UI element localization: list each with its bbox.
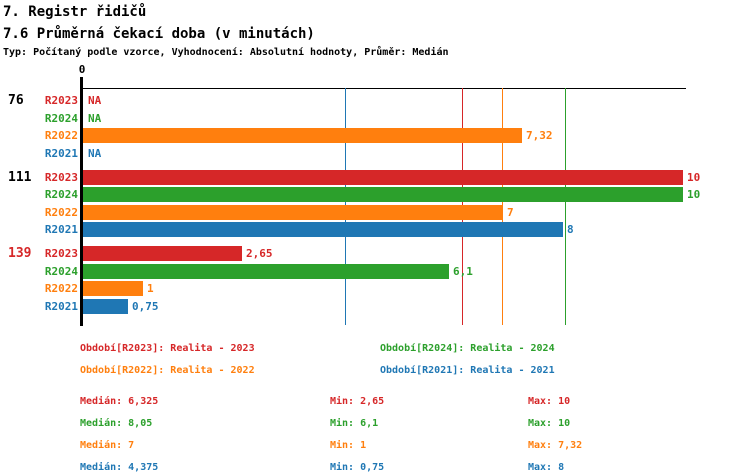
group-label: 139: [8, 246, 32, 261]
row-label-r2022: R2022: [44, 129, 78, 142]
legend-item-r2022: Období[R2022]: Realita - 2022: [80, 365, 255, 376]
legend-item-r2021: Období[R2021]: Realita - 2021: [380, 365, 555, 376]
bar-r2022: [83, 281, 143, 296]
bar-value-label: 8: [567, 223, 574, 236]
group-label: 111: [8, 169, 32, 185]
bar-r2024: [83, 187, 683, 202]
row-label-r2021: R2021: [44, 147, 78, 160]
bar-r2024: [83, 264, 449, 279]
stat-min-r2022: Min: 1: [330, 440, 367, 451]
stat-median-r2023: Medián: 6,325: [80, 396, 159, 407]
bar-r2022: [83, 205, 503, 220]
row-label-r2024: R2024: [44, 112, 78, 125]
na-value-label: NA: [88, 112, 102, 125]
bar-value-label: 2,65: [246, 247, 273, 260]
bar-r2022: [83, 128, 522, 143]
stat-median-r2021: Medián: 4,375: [80, 462, 159, 473]
bar-chart: 0 76 R2023 NA R2024 NA R2022 7,32 R2021 NA 111 R20…: [8, 63, 701, 326]
chart-meta-line: Typ: Počítaný podle vzorce, Vyhodnocení:…: [3, 47, 449, 58]
row-label-r2023: R2023: [44, 94, 78, 107]
median-gridline-r2024: [565, 88, 566, 325]
stat-median-r2022: Medián: 7: [80, 440, 135, 451]
row-label-r2024: R2024: [44, 188, 78, 201]
stat-max-r2024: Max: 10: [528, 418, 571, 429]
bar-value-label: 7: [507, 206, 514, 219]
legend-item-r2024: Období[R2024]: Realita - 2024: [380, 343, 555, 354]
y-axis-line: [80, 77, 83, 326]
stat-median-r2024: Medián: 8,05: [80, 418, 153, 429]
stat-min-r2024: Min: 6,1: [330, 418, 379, 429]
stat-min-r2021: Min: 0,75: [330, 462, 385, 473]
bar-value-label: 10: [687, 171, 701, 184]
bar-value-label: 6,1: [453, 265, 473, 278]
chart-subtitle: 7.6 Průměrná čekací doba (v minutách): [3, 26, 315, 42]
legend-item-r2023: Období[R2023]: Realita - 2023: [80, 343, 255, 354]
bar-r2023: [83, 246, 242, 261]
bar-value-label: 7,32: [526, 129, 553, 142]
na-value-label: NA: [88, 147, 102, 160]
bar-r2021: [83, 222, 563, 237]
stat-min-r2023: Min: 2,65: [330, 396, 385, 407]
group-label: 76: [8, 93, 24, 108]
row-label-r2023: R2023: [44, 171, 78, 184]
x-axis-top-line: [82, 88, 686, 89]
na-value-label: NA: [88, 94, 102, 107]
bar-r2021: [83, 299, 128, 314]
row-label-r2022: R2022: [44, 282, 78, 295]
bar-value-label: 1: [147, 282, 154, 295]
row-label-r2021: R2021: [44, 223, 78, 236]
bar-value-label: 0,75: [132, 300, 159, 313]
bar-value-label: 10: [687, 188, 701, 201]
stat-max-r2021: Max: 8: [528, 462, 565, 473]
row-label-r2023: R2023: [44, 247, 78, 260]
row-label-r2021: R2021: [44, 300, 78, 313]
stat-max-r2022: Max: 7,32: [528, 440, 583, 451]
row-label-r2024: R2024: [44, 265, 78, 278]
stat-max-r2023: Max: 10: [528, 396, 571, 407]
row-label-r2022: R2022: [44, 206, 78, 219]
axis-zero-label: 0: [78, 63, 86, 76]
bar-r2023: [83, 170, 683, 185]
page-title: 7. Registr řidičů: [3, 4, 147, 20]
